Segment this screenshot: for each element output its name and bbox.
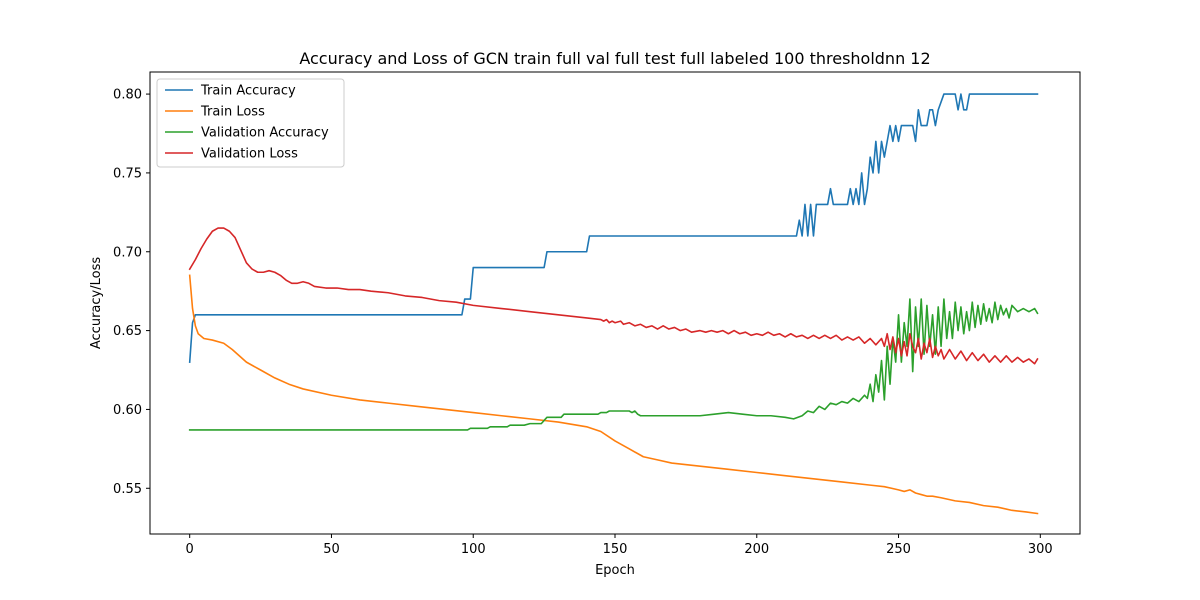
y-tick-label: 0.75 [113,166,142,181]
x-tick-label: 250 [886,542,911,557]
y-axis: 0.55 0.60 0.65 0.70 0.75 0.80 [113,88,150,497]
legend-entry: Train Accuracy [200,84,296,99]
series-line-2 [188,274,1039,515]
legend-entry: Validation Loss [201,147,298,162]
series-line-3 [188,298,1039,431]
x-axis-label: Epoch [595,563,635,578]
series-line-4 [188,227,1039,365]
x-tick-label: 100 [461,542,486,557]
y-tick-label: 0.70 [113,245,142,260]
series-line-1 [188,93,1039,363]
legend-frame [156,78,345,168]
legend: Train Accuracy Train Loss Validation Accur… [156,78,345,168]
y-axis-label: Accuracy/Loss [89,257,104,349]
plot-area [149,71,1081,535]
legend-entry: Validation Accuracy [201,126,329,141]
y-tick-label: 0.60 [113,403,142,418]
x-tick-label: 300 [1028,542,1053,557]
x-axis: 0 50 100 150 200 250 300 [186,534,1053,557]
x-tick-label: 0 [186,542,194,557]
x-tick-label: 150 [603,542,628,557]
series-layer [188,93,1039,515]
chart-title: Accuracy and Loss of GCN train full val … [299,49,930,68]
x-tick-label: 200 [744,542,769,557]
x-tick-label: 50 [323,542,340,557]
y-tick-label: 0.80 [113,88,142,103]
y-tick-label: 0.65 [113,324,142,339]
y-tick-label: 0.55 [113,482,142,497]
legend-entry: Train Loss [200,105,265,120]
